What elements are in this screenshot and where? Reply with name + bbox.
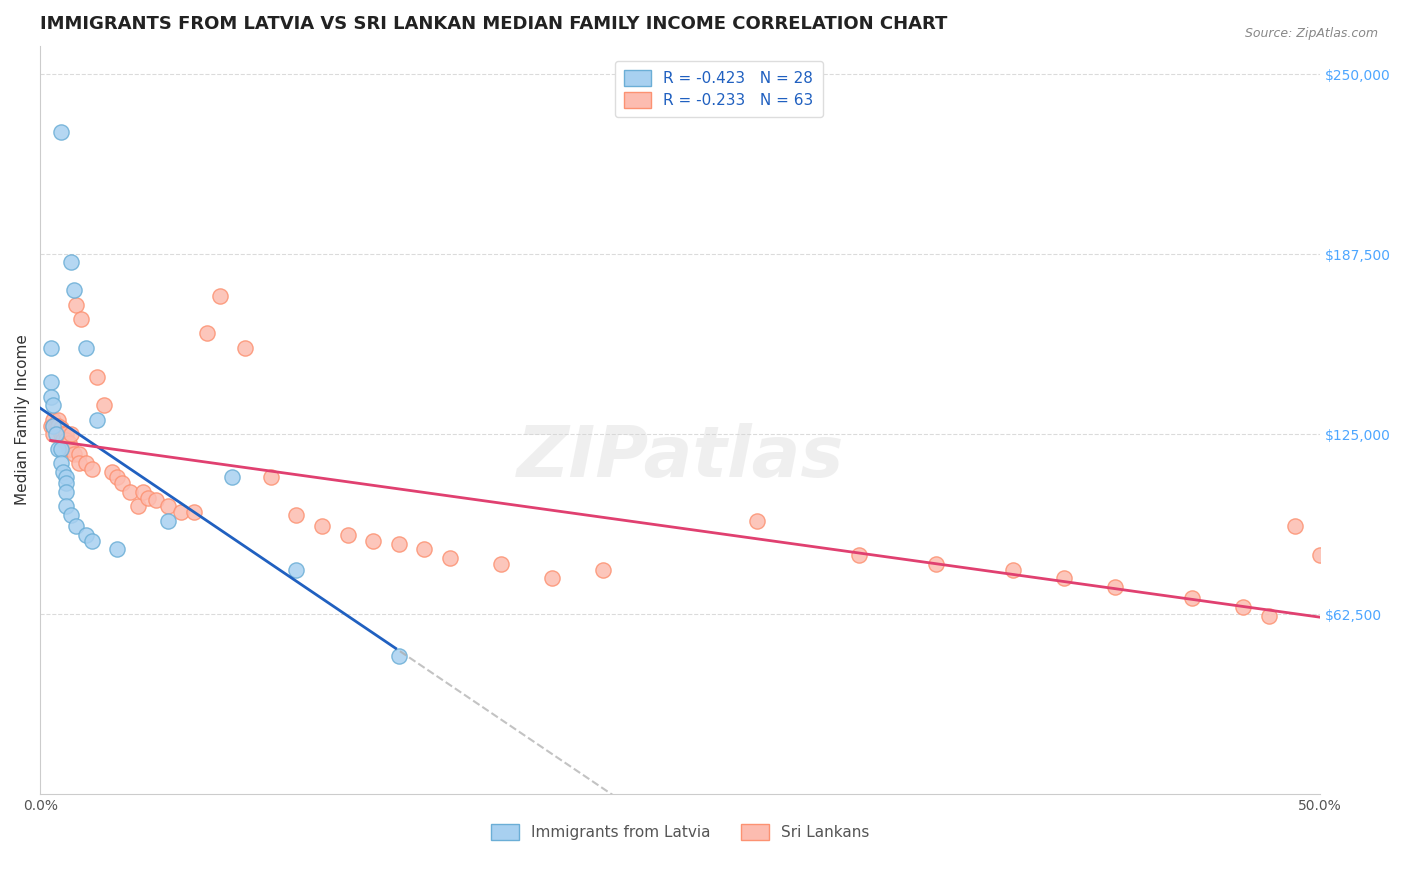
Point bbox=[42, 427, 65, 442]
Point bbox=[1284, 519, 1306, 533]
Point bbox=[42, 418, 65, 433]
Text: Source: ZipAtlas.com: Source: ZipAtlas.com bbox=[1244, 27, 1378, 40]
Legend: Immigrants from Latvia, Sri Lankans: Immigrants from Latvia, Sri Lankans bbox=[485, 818, 876, 847]
Point bbox=[52, 433, 75, 447]
Point bbox=[1232, 599, 1254, 614]
Point bbox=[592, 562, 614, 576]
Point bbox=[52, 427, 75, 442]
Point bbox=[1309, 548, 1331, 562]
Point bbox=[86, 413, 108, 427]
Point bbox=[388, 536, 411, 550]
Point bbox=[1053, 571, 1076, 585]
Point bbox=[52, 465, 75, 479]
Point bbox=[45, 427, 67, 442]
Point bbox=[848, 548, 870, 562]
Point bbox=[46, 418, 69, 433]
Point bbox=[157, 499, 180, 513]
Point bbox=[132, 484, 155, 499]
Point bbox=[49, 442, 72, 456]
Point bbox=[208, 289, 231, 303]
Point bbox=[62, 447, 84, 461]
Point bbox=[45, 418, 67, 433]
Point bbox=[55, 470, 77, 484]
Point bbox=[285, 562, 308, 576]
Point bbox=[105, 470, 128, 484]
Point bbox=[1258, 608, 1281, 623]
Point bbox=[55, 499, 77, 513]
Point bbox=[60, 442, 83, 456]
Point bbox=[285, 508, 308, 522]
Point bbox=[127, 499, 149, 513]
Point bbox=[1334, 634, 1357, 648]
Point bbox=[58, 435, 80, 450]
Point bbox=[42, 399, 65, 413]
Point bbox=[311, 519, 333, 533]
Point bbox=[388, 648, 411, 663]
Point bbox=[170, 505, 193, 519]
Point bbox=[145, 493, 167, 508]
Point bbox=[361, 533, 384, 548]
Point bbox=[46, 413, 69, 427]
Point bbox=[925, 557, 948, 571]
Point bbox=[86, 369, 108, 384]
Point bbox=[60, 508, 83, 522]
Point bbox=[111, 476, 134, 491]
Point bbox=[65, 519, 87, 533]
Point bbox=[80, 533, 103, 548]
Point bbox=[70, 312, 93, 326]
Point bbox=[541, 571, 564, 585]
Point bbox=[260, 470, 283, 484]
Point bbox=[60, 254, 83, 268]
Point bbox=[49, 125, 72, 139]
Point bbox=[49, 456, 72, 470]
Point bbox=[157, 514, 180, 528]
Point bbox=[489, 557, 512, 571]
Point bbox=[233, 341, 256, 355]
Point bbox=[55, 433, 77, 447]
Point bbox=[67, 447, 90, 461]
Point bbox=[39, 390, 62, 404]
Text: IMMIGRANTS FROM LATVIA VS SRI LANKAN MEDIAN FAMILY INCOME CORRELATION CHART: IMMIGRANTS FROM LATVIA VS SRI LANKAN MED… bbox=[41, 15, 948, 33]
Point bbox=[62, 283, 84, 297]
Point bbox=[413, 542, 436, 557]
Y-axis label: Median Family Income: Median Family Income bbox=[15, 334, 30, 505]
Point bbox=[55, 476, 77, 491]
Point bbox=[439, 551, 461, 566]
Point bbox=[42, 413, 65, 427]
Point bbox=[195, 326, 218, 341]
Point bbox=[80, 462, 103, 476]
Point bbox=[118, 484, 141, 499]
Text: ZIPatlas: ZIPatlas bbox=[516, 423, 844, 491]
Point bbox=[93, 399, 115, 413]
Point bbox=[136, 491, 159, 505]
Point bbox=[1181, 591, 1204, 606]
Point bbox=[39, 341, 62, 355]
Point bbox=[76, 528, 98, 542]
Point bbox=[67, 456, 90, 470]
Point bbox=[49, 421, 72, 435]
Point bbox=[58, 442, 80, 456]
Point bbox=[76, 456, 98, 470]
Point bbox=[336, 528, 359, 542]
Point bbox=[49, 427, 72, 442]
Point bbox=[65, 298, 87, 312]
Point bbox=[221, 470, 243, 484]
Point bbox=[76, 341, 98, 355]
Point bbox=[105, 542, 128, 557]
Point bbox=[46, 442, 69, 456]
Point bbox=[101, 465, 124, 479]
Point bbox=[55, 484, 77, 499]
Point bbox=[1104, 580, 1126, 594]
Point bbox=[1001, 562, 1024, 576]
Point bbox=[183, 505, 205, 519]
Point bbox=[42, 418, 65, 433]
Point bbox=[60, 427, 83, 442]
Point bbox=[39, 376, 62, 390]
Point bbox=[39, 418, 62, 433]
Point bbox=[745, 514, 768, 528]
Point bbox=[55, 427, 77, 442]
